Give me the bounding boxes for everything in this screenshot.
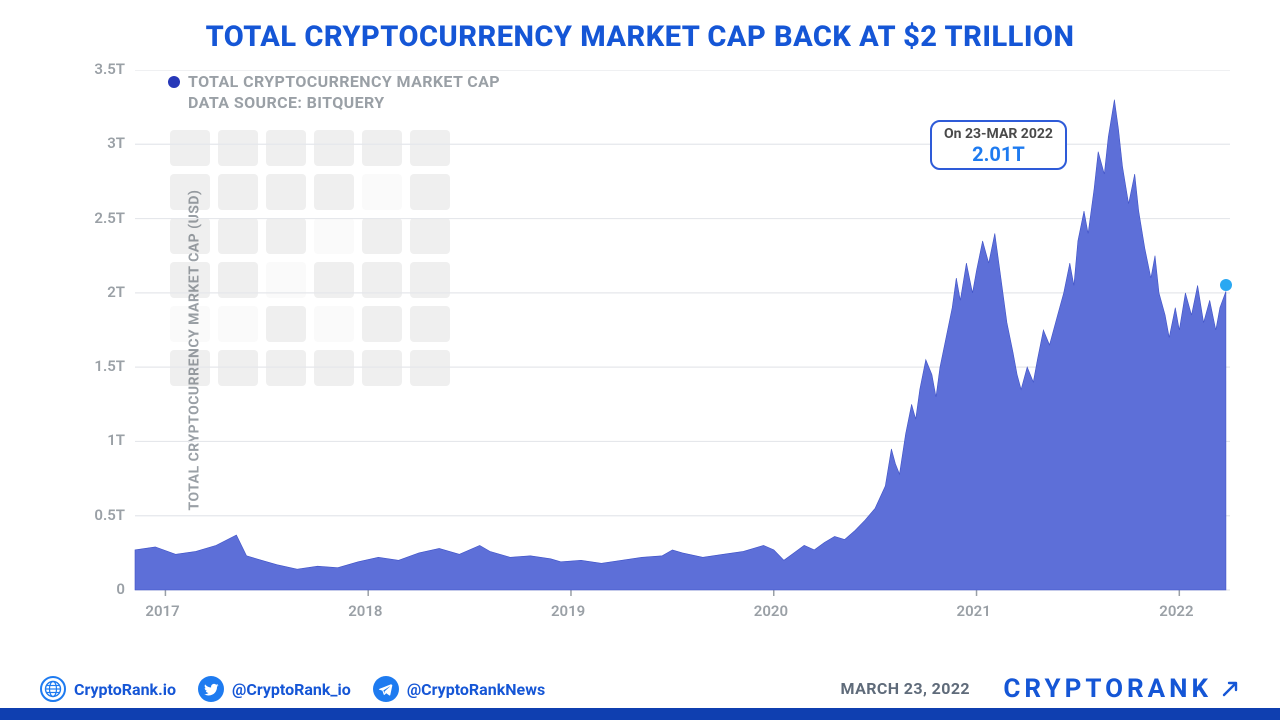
footer-links: CryptoRank.io @CryptoRank_io @CryptoRank…: [40, 676, 545, 702]
footer: CryptoRank.io @CryptoRank_io @CryptoRank…: [0, 660, 1280, 720]
x-tick-label: 2019: [551, 602, 585, 620]
x-tick-label: 2020: [754, 602, 788, 620]
brand-label: CRYPTORANK: [1003, 674, 1212, 704]
website-label: CryptoRank.io: [74, 680, 176, 699]
footer-bar: [0, 708, 1280, 720]
globe-icon: [40, 676, 66, 702]
y-tick-label: 1T: [107, 431, 125, 449]
y-tick-label: 0.5T: [94, 506, 125, 524]
callout-date: On 23-MAR 2022: [944, 126, 1053, 142]
page-title: TOTAL CRYPTOCURRENCY MARKET CAP BACK AT …: [0, 0, 1280, 54]
footer-date: MARCH 23, 2022: [841, 679, 970, 698]
y-tick-label: 2T: [107, 283, 125, 301]
value-callout: On 23-MAR 2022 2.01T: [930, 120, 1067, 170]
x-tick-label: 2021: [957, 602, 991, 620]
twitter-label: @CryptoRank_io: [232, 680, 351, 699]
x-tick-label: 2018: [348, 602, 382, 620]
arrow-icon: [1220, 679, 1240, 699]
y-tick-label: 1.5T: [94, 357, 125, 375]
telegram-label: @CryptoRankNews: [407, 680, 545, 699]
twitter-link[interactable]: @CryptoRank_io: [198, 676, 351, 702]
y-tick-label: 2.5T: [94, 209, 125, 227]
y-tick-label: 3.5T: [94, 60, 125, 78]
telegram-icon: [373, 676, 399, 702]
x-tick-label: 2017: [145, 602, 179, 620]
x-tick-label: 2022: [1159, 602, 1193, 620]
twitter-icon: [198, 676, 224, 702]
y-tick-label: 0: [116, 580, 125, 598]
telegram-link[interactable]: @CryptoRankNews: [373, 676, 545, 702]
y-tick-label: 3T: [107, 134, 125, 152]
chart-container: TOTAL CRYPTOCURRENCY MARKET CAP (USD) TO…: [40, 70, 1240, 630]
website-link[interactable]: CryptoRank.io: [40, 676, 176, 702]
callout-value: 2.01T: [944, 142, 1053, 166]
brand-logo[interactable]: CRYPTORANK: [1003, 674, 1240, 704]
